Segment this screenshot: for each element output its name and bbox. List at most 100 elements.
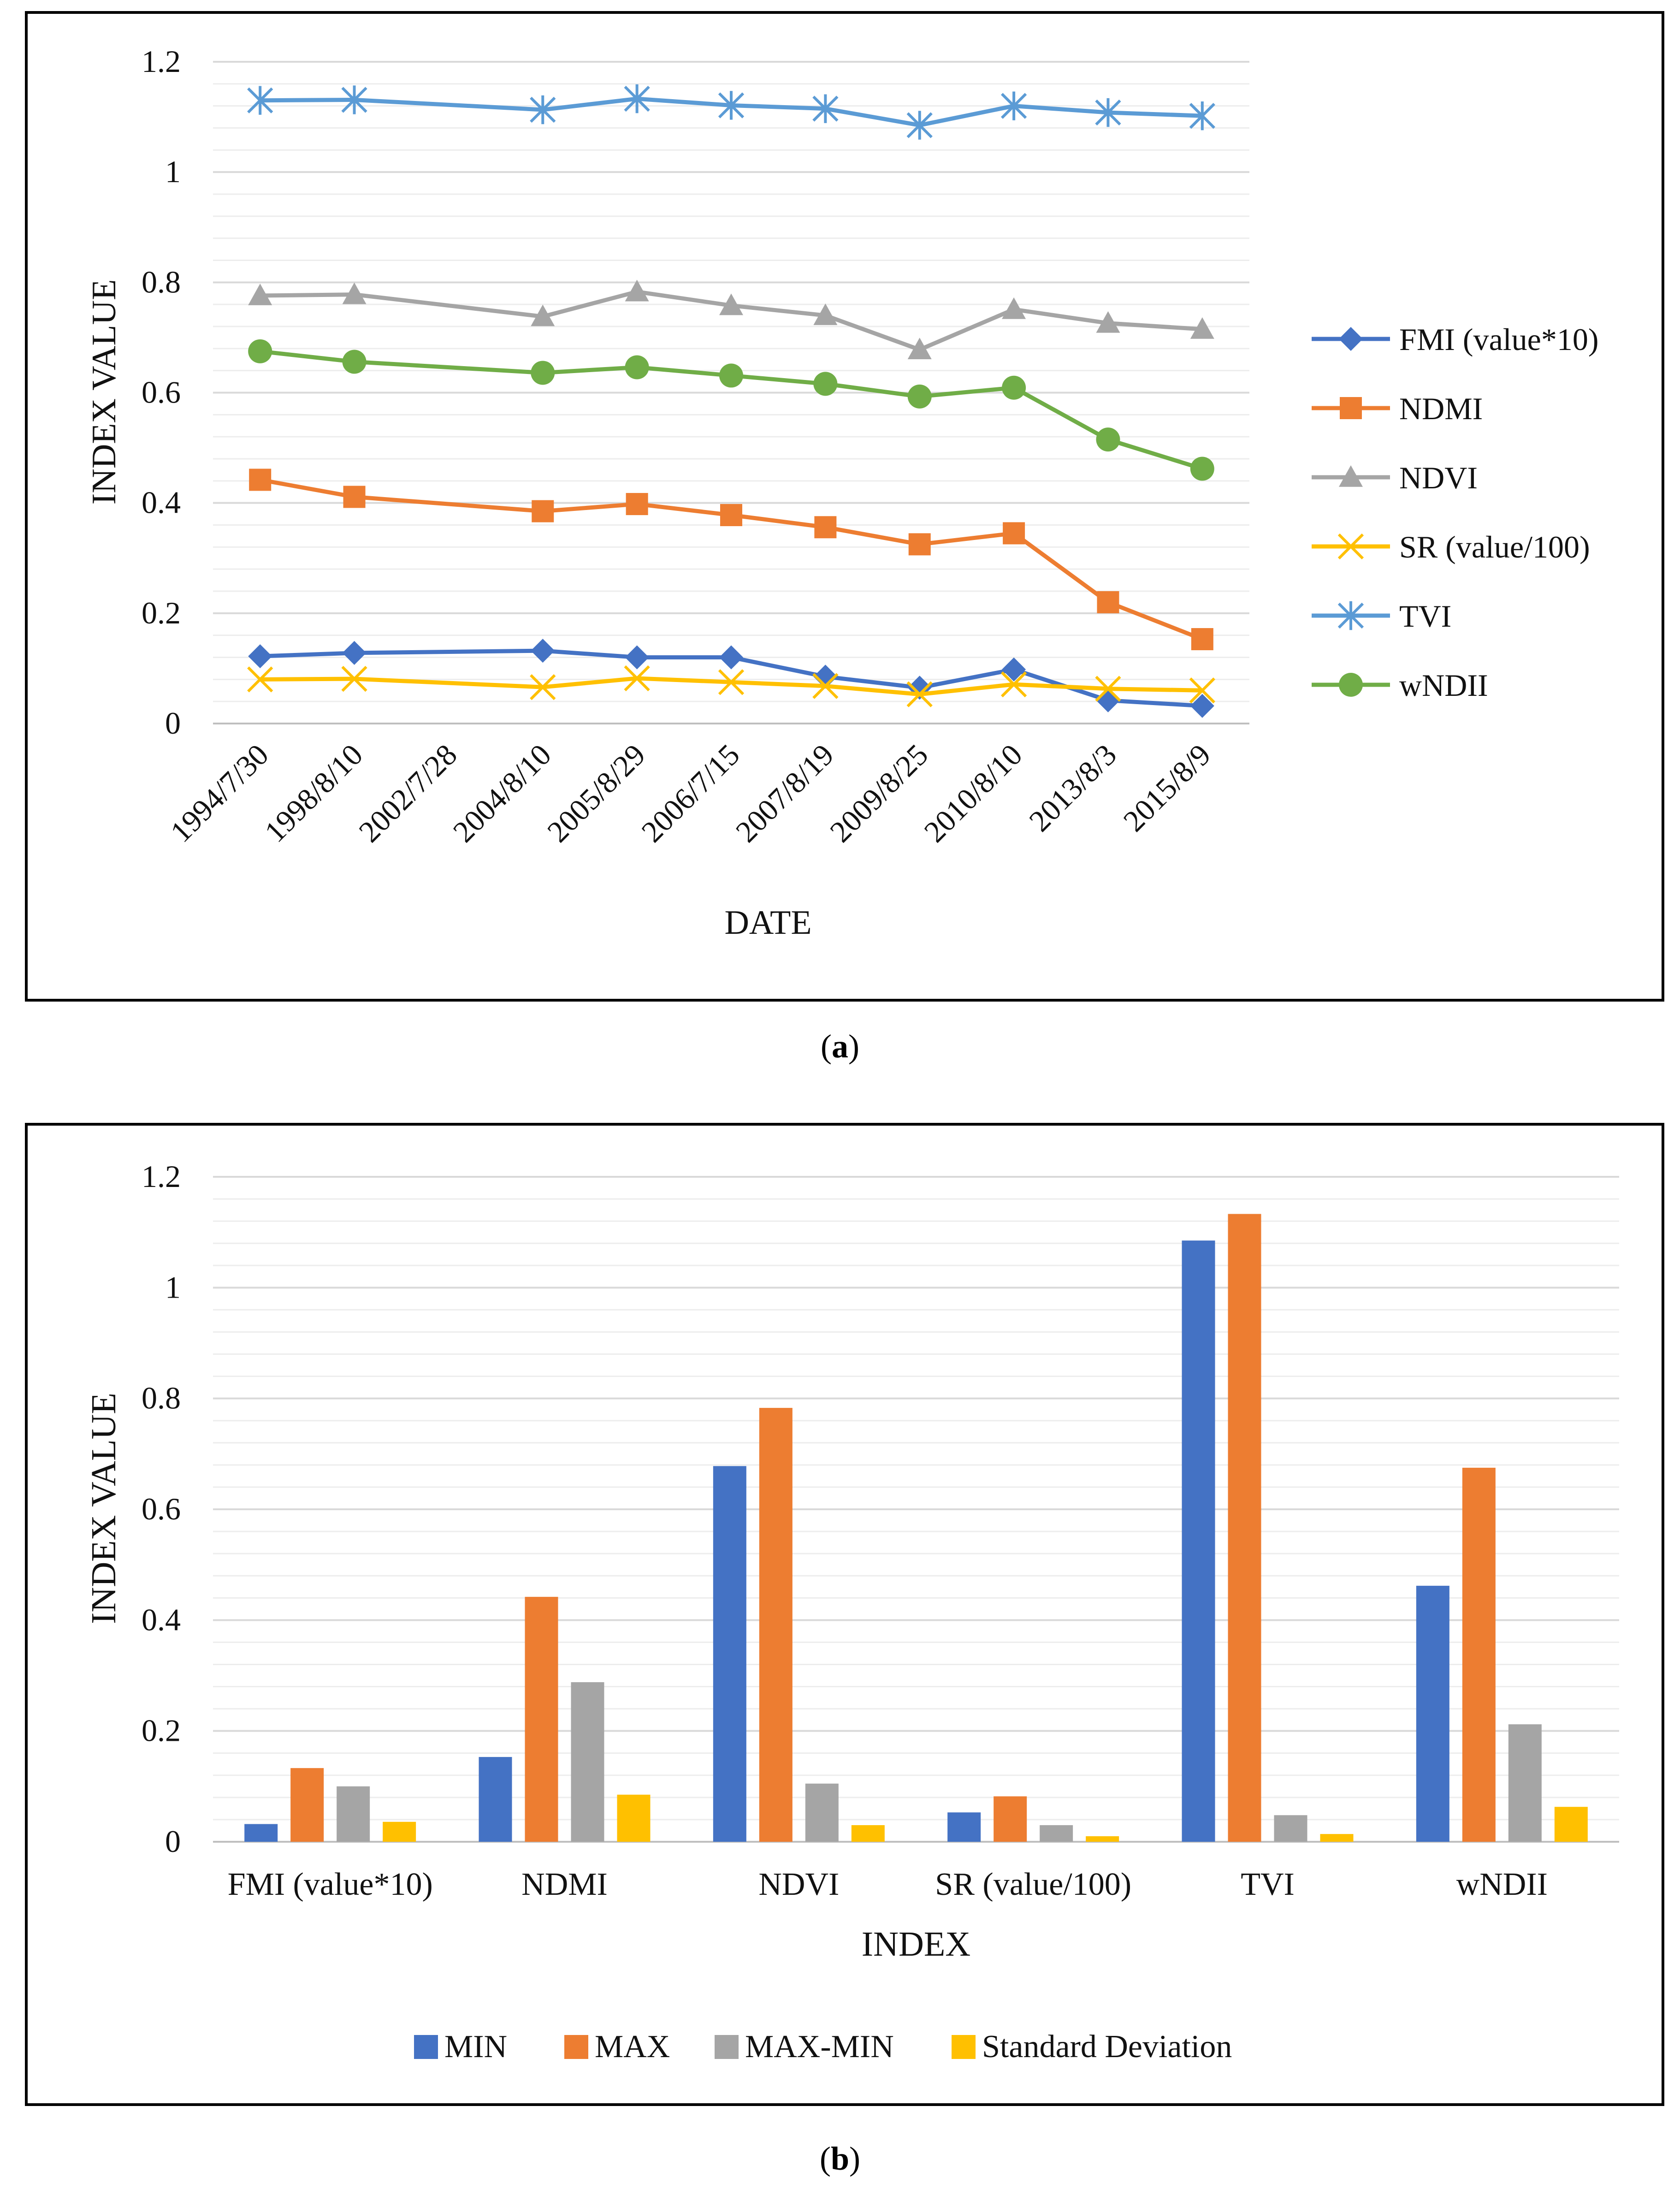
legend-item: wNDII — [1312, 668, 1488, 703]
data-point — [530, 95, 556, 125]
x-axis-title: DATE — [724, 904, 811, 942]
data-point — [342, 282, 367, 304]
y-tick-label: 0 — [165, 1824, 181, 1859]
data-point — [1003, 522, 1025, 545]
data-point — [1190, 457, 1214, 481]
bar-max — [525, 1596, 558, 1842]
y-tick-label: 0.4 — [142, 1602, 181, 1637]
bar-standard-deviation — [1320, 1834, 1354, 1842]
series-tvi — [247, 84, 1215, 140]
y-axis-title: INDEX VALUE — [85, 279, 123, 505]
data-point — [624, 84, 650, 113]
data-point — [341, 85, 367, 114]
legend-label: wNDII — [1399, 668, 1488, 703]
bar-min — [947, 1812, 981, 1842]
caption-b-letter: b — [830, 2140, 850, 2177]
data-point — [531, 304, 555, 326]
legend-marker — [1337, 533, 1364, 560]
data-point — [907, 338, 932, 360]
y-tick-label: 1 — [165, 1270, 181, 1305]
x-tick-label: 2002/7/28 — [353, 738, 464, 849]
data-point — [906, 111, 933, 140]
legend-label: SR (value/100) — [1399, 529, 1590, 564]
data-point — [248, 644, 272, 669]
bar-standard-deviation — [851, 1825, 885, 1842]
data-point — [718, 669, 745, 695]
data-point — [625, 355, 649, 380]
data-point — [341, 666, 367, 692]
data-point — [1002, 657, 1026, 682]
bar-standard-deviation — [617, 1794, 651, 1842]
data-point — [813, 303, 838, 325]
bar-standard-deviation — [1086, 1836, 1119, 1842]
line-chart-panel: 0 0.2 0.4 0.6 0.8 1 1.2 1994/7/30 1998/8/10 2002/… — [25, 11, 1664, 1002]
legend-label: MAX — [595, 2029, 670, 2064]
legend-item: Standard Deviation — [952, 2029, 1232, 2064]
y-tick-label: 1.2 — [142, 1159, 181, 1194]
caption-b: (b) — [819, 2140, 860, 2177]
x-tick-label: NDVI — [758, 1867, 839, 1902]
data-point — [813, 372, 838, 396]
x-tick-label: 2009/8/25 — [823, 738, 935, 849]
legend-item: MIN — [414, 2029, 507, 2064]
x-tick-label: 2004/8/10 — [447, 738, 558, 849]
legend-label: FMI (value*10) — [1399, 322, 1598, 357]
bar-standard-deviation — [1554, 1807, 1588, 1842]
series-sr-value-100- — [247, 665, 1215, 707]
bar-max-min — [1040, 1825, 1073, 1842]
bar-min — [1416, 1585, 1449, 1842]
bar-max — [759, 1408, 793, 1842]
legend-swatch — [414, 2035, 438, 2059]
y-tick-label: 0.8 — [142, 264, 181, 299]
data-point — [625, 279, 649, 302]
data-point — [719, 293, 743, 315]
legend-swatch — [952, 2035, 976, 2059]
data-point — [1096, 427, 1120, 452]
bar-max-min — [1274, 1815, 1307, 1842]
data-point — [1095, 98, 1121, 127]
legend-label: TVI — [1399, 599, 1451, 634]
x-tick-label: NDMI — [521, 1867, 608, 1902]
legend-label: MIN — [444, 2029, 507, 2064]
series-line — [260, 349, 1203, 471]
legend-marker — [1339, 465, 1363, 487]
bar-max-min — [337, 1786, 370, 1842]
bar-max-min — [1508, 1724, 1542, 1842]
line-chart: 0 0.2 0.4 0.6 0.8 1 1.2 1994/7/301998/8/102002/… — [85, 44, 1598, 942]
legend-label: NDVI — [1399, 460, 1478, 495]
series-line — [260, 676, 1202, 697]
y-tick-label: 0.2 — [142, 595, 181, 630]
series-wndii — [248, 339, 1214, 481]
legend-swatch — [715, 2035, 739, 2059]
series-line — [260, 478, 1203, 641]
legend-marker — [1339, 673, 1363, 697]
x-tick-label: 2007/8/19 — [729, 738, 840, 849]
data-point — [247, 666, 273, 693]
legend-marker — [1339, 327, 1363, 351]
y-tick-label: 0 — [165, 706, 181, 741]
legend-item: NDMI — [1312, 391, 1483, 426]
data-point — [531, 639, 555, 663]
data-point — [813, 664, 838, 689]
legend-label: Standard Deviation — [982, 2029, 1232, 2064]
bar-max-min — [571, 1682, 604, 1842]
data-point — [1002, 375, 1026, 400]
data-point — [1097, 591, 1119, 613]
data-point — [814, 516, 837, 539]
legend-marker — [1337, 601, 1364, 630]
caption-a: (a) — [821, 1028, 859, 1065]
legend-item: NDVI — [1312, 460, 1478, 495]
data-point — [342, 641, 367, 665]
legend-item: MAX — [564, 2029, 670, 2064]
bar-max — [290, 1768, 324, 1842]
bar-min — [479, 1757, 512, 1842]
series-line — [260, 290, 1203, 352]
bar-min — [244, 1824, 278, 1842]
data-point — [719, 363, 743, 388]
x-tick-label: 1998/8/10 — [258, 738, 369, 849]
legend-label: NDMI — [1399, 391, 1483, 426]
bar-max — [994, 1796, 1027, 1842]
data-point — [248, 339, 272, 363]
x-tick-label: FMI (value*10) — [228, 1867, 433, 1902]
data-point — [908, 533, 931, 556]
